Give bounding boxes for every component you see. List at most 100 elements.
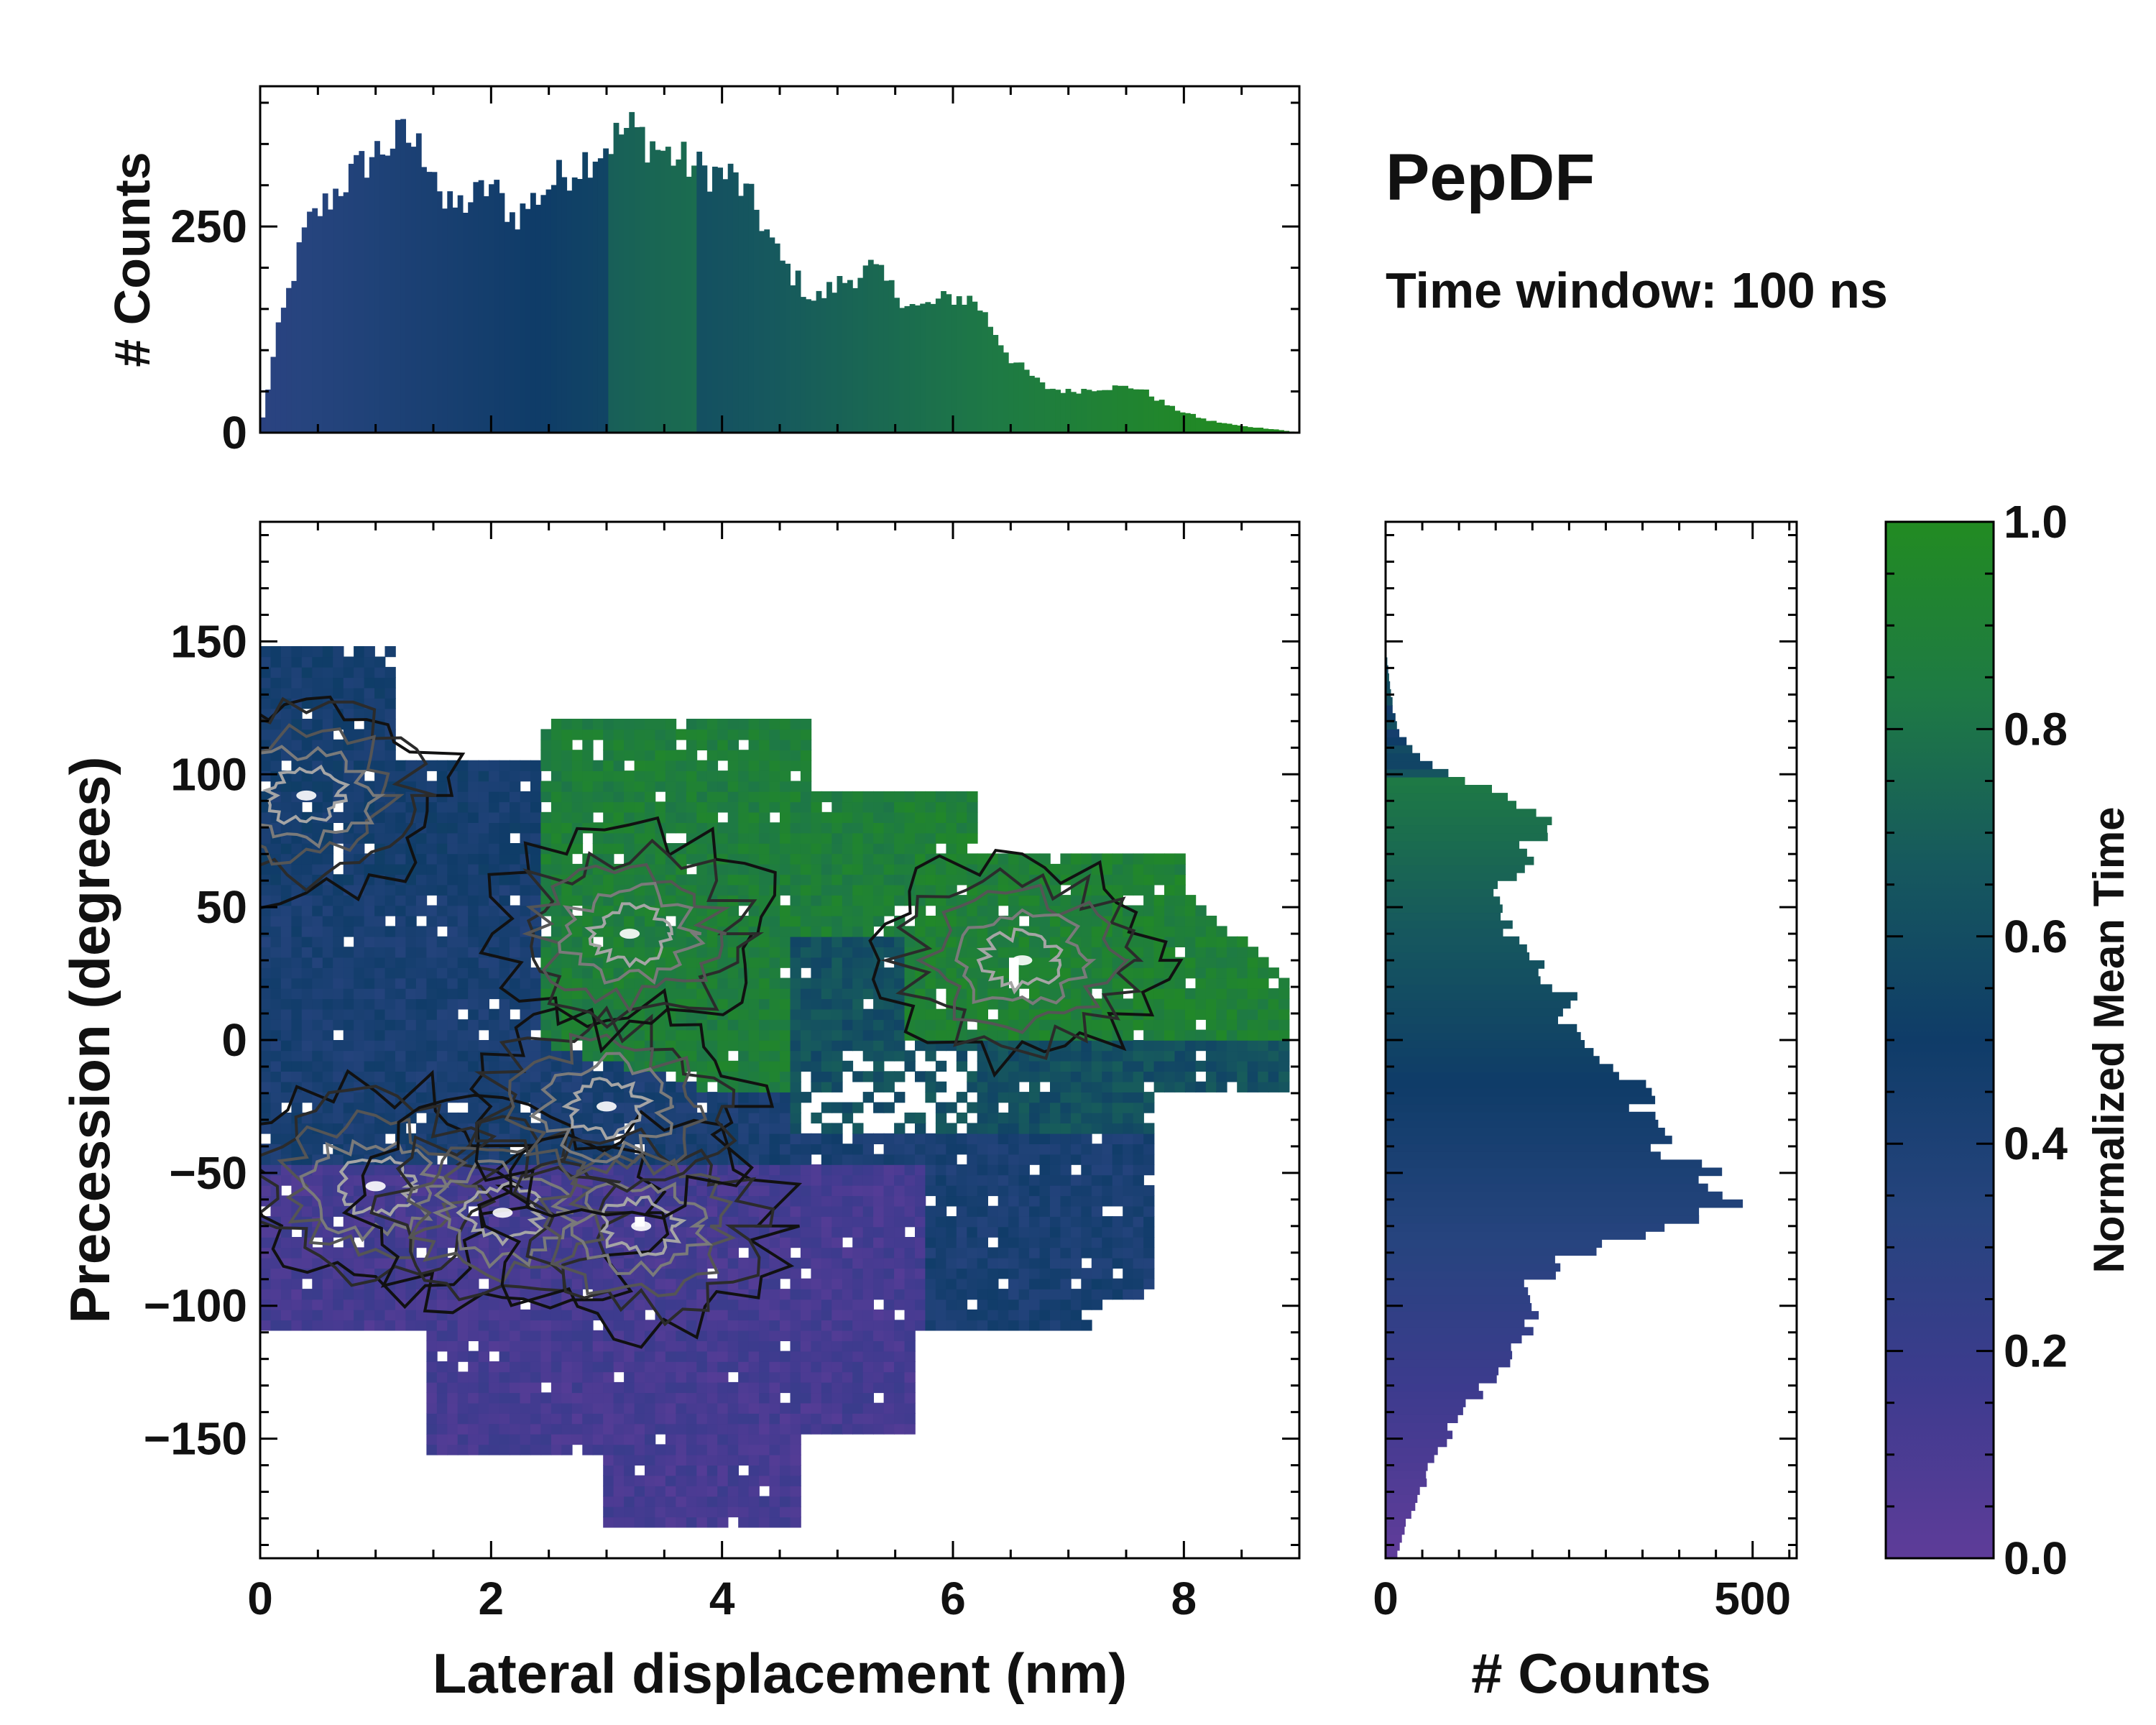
heatmap-cell — [322, 1112, 334, 1124]
heatmap-cell — [686, 874, 698, 886]
heatmap-cell — [862, 874, 874, 886]
heatmap-cell — [842, 988, 854, 1000]
heatmap-cell — [301, 853, 313, 865]
heatmap-cell — [821, 791, 833, 803]
heatmap-cell — [520, 1268, 531, 1279]
heatmap-cell — [759, 926, 770, 937]
heatmap-cell — [790, 1102, 801, 1113]
heatmap-cell — [1018, 1144, 1030, 1155]
heatmap-cell — [468, 998, 479, 1010]
heatmap-cell — [436, 1123, 448, 1134]
heatmap-cell — [468, 1278, 479, 1289]
heatmap-cell — [384, 1164, 396, 1176]
heatmap-cell — [1039, 1195, 1051, 1207]
heatmap-cell — [894, 1381, 906, 1394]
heatmap-cell — [883, 1402, 895, 1414]
heatmap-cell — [686, 1309, 698, 1321]
heatmap-cell — [935, 1008, 947, 1020]
heatmap-cell — [946, 1289, 957, 1300]
heatmap-cell — [520, 1351, 531, 1362]
heatmap-cell — [717, 1268, 729, 1279]
heatmap-cell — [769, 1475, 780, 1486]
heatmap-cell — [520, 1081, 531, 1092]
heatmap-cell — [540, 1309, 552, 1321]
heatmap-cell — [842, 1351, 854, 1362]
heatmap-cell — [676, 936, 687, 947]
heatmap-cell — [312, 1299, 323, 1310]
heatmap-cell — [374, 988, 386, 1000]
heatmap-cell — [769, 801, 780, 813]
heatmap-cell — [852, 1257, 864, 1269]
heatmap-cell — [354, 750, 365, 761]
heatmap-cell — [520, 967, 531, 979]
heatmap-cell — [540, 1330, 552, 1341]
heatmap-cell — [800, 853, 812, 865]
heatmap-cell — [280, 791, 292, 803]
heatmap-cell — [706, 843, 719, 855]
heatmap-cell — [987, 988, 999, 1000]
heatmap-cell — [384, 1050, 396, 1062]
heatmap-cell — [852, 1216, 864, 1228]
heatmap-cell — [842, 1320, 854, 1331]
heatmap-cell — [748, 1071, 760, 1082]
heatmap-cell — [540, 1340, 552, 1352]
heatmap-cell — [592, 905, 604, 916]
heatmap-cell — [967, 1195, 978, 1207]
heatmap-cell — [987, 1289, 999, 1300]
heatmap-cell — [1029, 947, 1041, 958]
heatmap-cell — [374, 1309, 386, 1321]
heatmap-cell — [415, 1029, 428, 1041]
heatmap-cell — [1029, 967, 1041, 979]
heatmap-cell — [883, 1144, 895, 1155]
heatmap-cell — [696, 781, 708, 792]
heatmap-cell — [686, 1392, 698, 1404]
heatmap-cell — [478, 822, 489, 834]
heatmap-cell — [717, 1454, 729, 1466]
heatmap-cell — [489, 874, 500, 886]
heatmap-cell — [364, 1050, 375, 1062]
heatmap-cell — [935, 1278, 947, 1289]
heatmap-cell — [291, 687, 303, 699]
heatmap-cell — [530, 1361, 542, 1373]
heatmap-cell — [374, 750, 386, 761]
heatmap-cell — [800, 1402, 812, 1414]
heatmap-cell — [457, 1444, 469, 1455]
heatmap-cell — [852, 998, 864, 1010]
heatmap-cell — [790, 1413, 801, 1425]
heatmap-cell — [1008, 1164, 1020, 1176]
heatmap-cell — [956, 822, 968, 834]
heatmap-cell — [260, 1320, 272, 1331]
heatmap-cell — [831, 1330, 843, 1341]
heatmap-cell — [946, 1102, 957, 1113]
heatmap-cell — [904, 1381, 916, 1394]
heatmap-cell — [457, 1029, 469, 1041]
heatmap-cell — [842, 1423, 854, 1435]
heatmap-cell — [270, 1123, 282, 1134]
heatmap-cell — [426, 1019, 438, 1031]
heatmap-cell — [333, 1195, 344, 1207]
heatmap-cell — [571, 1050, 584, 1062]
heatmap-cell — [759, 781, 770, 792]
heatmap-cell — [395, 1008, 407, 1020]
heatmap-cell — [510, 1361, 521, 1373]
heatmap-cell — [457, 978, 469, 989]
heatmap-cell — [946, 863, 957, 875]
heatmap-cell — [457, 1381, 469, 1394]
heatmap-cell — [312, 916, 323, 927]
heatmap-cell — [686, 1434, 698, 1445]
heatmap-cell — [582, 750, 594, 761]
heatmap-cell — [374, 1164, 386, 1176]
heatmap-cell — [499, 1444, 510, 1455]
heatmap-cell — [717, 1060, 729, 1072]
heatmap-cell — [790, 1444, 801, 1455]
heatmap-cell — [811, 905, 822, 916]
top-histogram-bar — [681, 142, 687, 433]
heatmap-cell — [613, 1309, 625, 1321]
heatmap-cell — [270, 1102, 282, 1113]
heatmap-cell — [405, 822, 417, 834]
heatmap-cell — [738, 1361, 750, 1373]
heatmap-cell — [645, 822, 656, 834]
heatmap-cell — [333, 1060, 344, 1072]
heatmap-cell — [883, 791, 895, 803]
heatmap-cell — [280, 656, 292, 668]
